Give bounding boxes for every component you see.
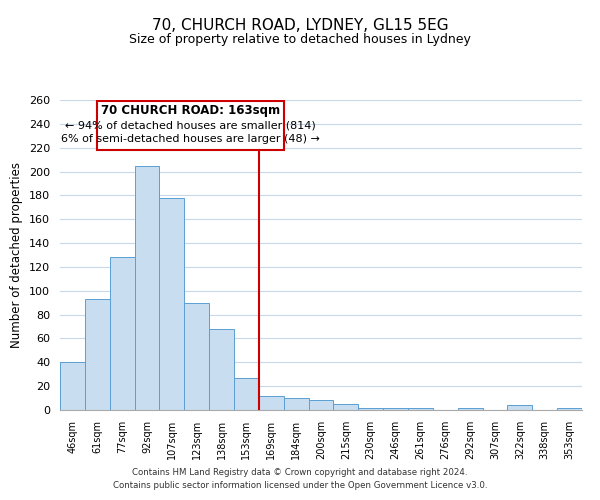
Bar bbox=[557, 408, 582, 410]
Bar bbox=[209, 329, 234, 410]
Bar bbox=[284, 398, 308, 410]
Text: Contains HM Land Registry data © Crown copyright and database right 2024.: Contains HM Land Registry data © Crown c… bbox=[132, 468, 468, 477]
Bar bbox=[358, 408, 383, 410]
Text: 6% of semi-detached houses are larger (48) →: 6% of semi-detached houses are larger (4… bbox=[61, 134, 320, 144]
Text: 70 CHURCH ROAD: 163sqm: 70 CHURCH ROAD: 163sqm bbox=[101, 104, 280, 117]
Text: ← 94% of detached houses are smaller (814): ← 94% of detached houses are smaller (81… bbox=[65, 120, 316, 130]
Text: Contains public sector information licensed under the Open Government Licence v3: Contains public sector information licen… bbox=[113, 480, 487, 490]
Bar bbox=[184, 302, 209, 410]
Bar bbox=[234, 378, 259, 410]
Bar bbox=[134, 166, 160, 410]
Bar bbox=[85, 299, 110, 410]
FancyBboxPatch shape bbox=[97, 101, 284, 150]
Bar bbox=[259, 396, 284, 410]
Bar bbox=[110, 258, 134, 410]
Bar bbox=[334, 404, 358, 410]
Bar bbox=[408, 408, 433, 410]
Y-axis label: Number of detached properties: Number of detached properties bbox=[10, 162, 23, 348]
Text: Size of property relative to detached houses in Lydney: Size of property relative to detached ho… bbox=[129, 32, 471, 46]
Bar bbox=[308, 400, 334, 410]
Text: 70, CHURCH ROAD, LYDNEY, GL15 5EG: 70, CHURCH ROAD, LYDNEY, GL15 5EG bbox=[152, 18, 448, 32]
Bar bbox=[60, 362, 85, 410]
Bar bbox=[508, 405, 532, 410]
Bar bbox=[383, 408, 408, 410]
Bar bbox=[160, 198, 184, 410]
Bar bbox=[458, 408, 482, 410]
